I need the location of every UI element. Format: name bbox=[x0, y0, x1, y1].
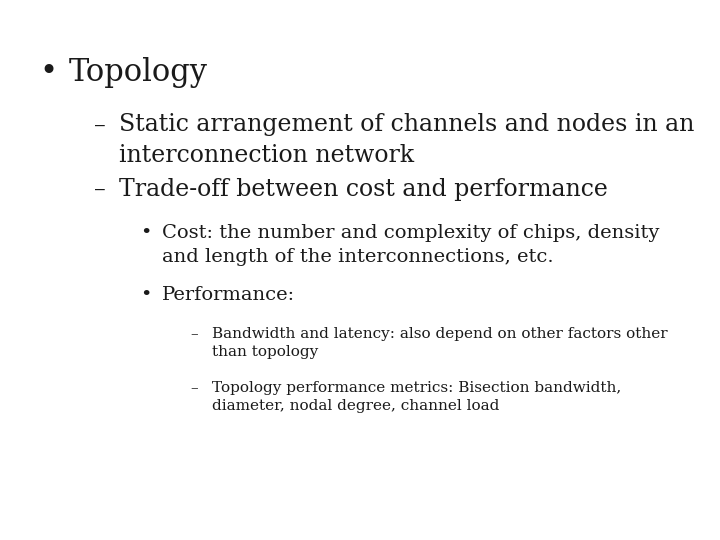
Text: Static arrangement of channels and nodes in an
interconnection network: Static arrangement of channels and nodes… bbox=[119, 113, 694, 167]
Text: Cost: the number and complexity of chips, density
and length of the interconnect: Cost: the number and complexity of chips… bbox=[162, 224, 660, 266]
Text: –: – bbox=[191, 327, 199, 341]
Text: Performance:: Performance: bbox=[162, 286, 295, 304]
Text: –: – bbox=[191, 381, 199, 395]
Text: –: – bbox=[94, 113, 105, 137]
Text: –: – bbox=[94, 178, 105, 201]
Text: Bandwidth and latency: also depend on other factors other
than topology: Bandwidth and latency: also depend on ot… bbox=[212, 327, 668, 359]
Text: •: • bbox=[140, 286, 152, 304]
Text: •: • bbox=[40, 57, 58, 87]
Text: Trade-off between cost and performance: Trade-off between cost and performance bbox=[119, 178, 608, 201]
Text: Topology performance metrics: Bisection bandwidth,
diameter, nodal degree, chann: Topology performance metrics: Bisection … bbox=[212, 381, 621, 413]
Text: Topology: Topology bbox=[68, 57, 207, 87]
Text: •: • bbox=[140, 224, 152, 242]
